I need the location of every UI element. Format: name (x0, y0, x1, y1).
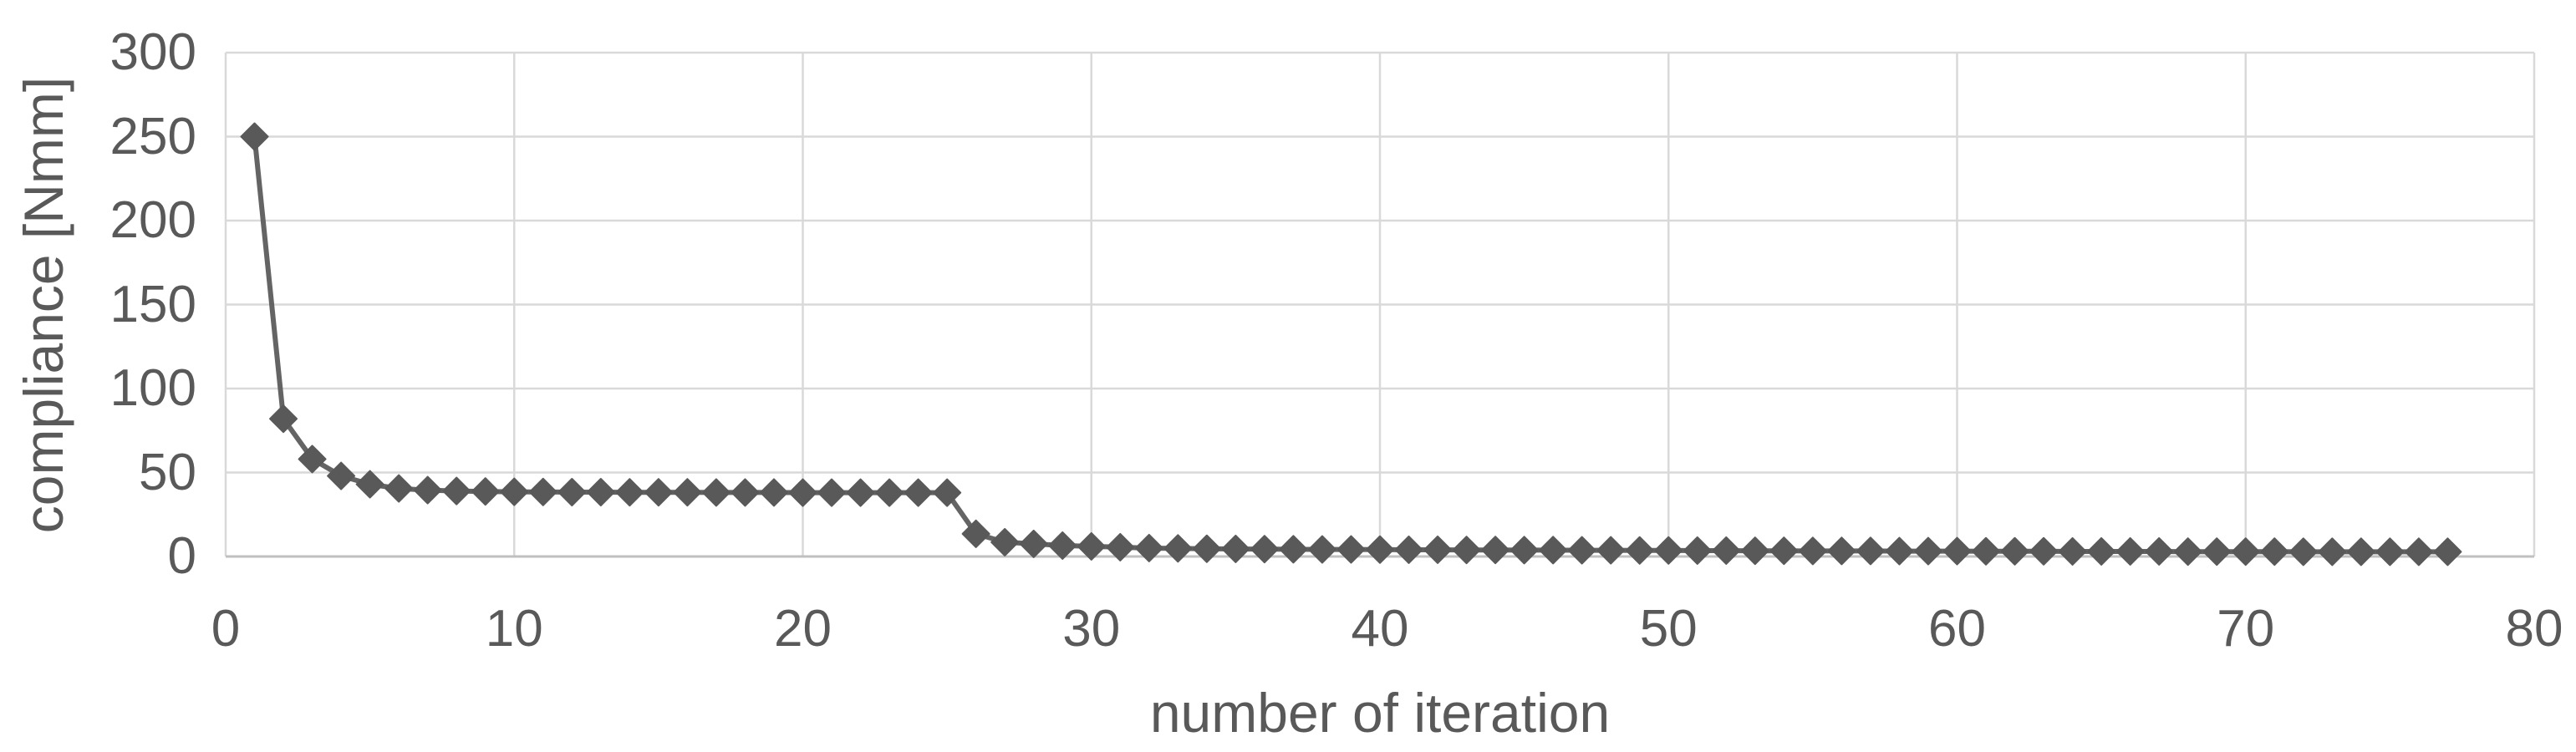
y-tick-label: 250 (109, 107, 196, 165)
x-axis-title: number of iteration (1149, 682, 1611, 744)
x-tick-label: 40 (1351, 600, 1409, 658)
x-tick-label: 30 (1062, 600, 1121, 658)
x-tick-label: 0 (211, 600, 241, 658)
x-tick-label: 10 (485, 600, 543, 658)
x-tick-label: 80 (2505, 600, 2563, 658)
x-tick-label: 50 (1639, 600, 1698, 658)
x-tick-label: 20 (774, 600, 832, 658)
x-tick-label: 70 (2217, 600, 2275, 658)
x-tick-label: 60 (1928, 600, 1986, 658)
y-tick-label: 0 (167, 527, 196, 585)
y-tick-label: 100 (109, 359, 196, 417)
y-tick-label: 50 (139, 443, 196, 501)
y-tick-label: 300 (109, 23, 196, 81)
series-markers-diamond (240, 122, 2462, 567)
y-tick-label: 200 (109, 191, 196, 249)
y-tick-label: 150 (109, 275, 196, 333)
y-axis-title: compliance [Nmm] (13, 76, 74, 534)
